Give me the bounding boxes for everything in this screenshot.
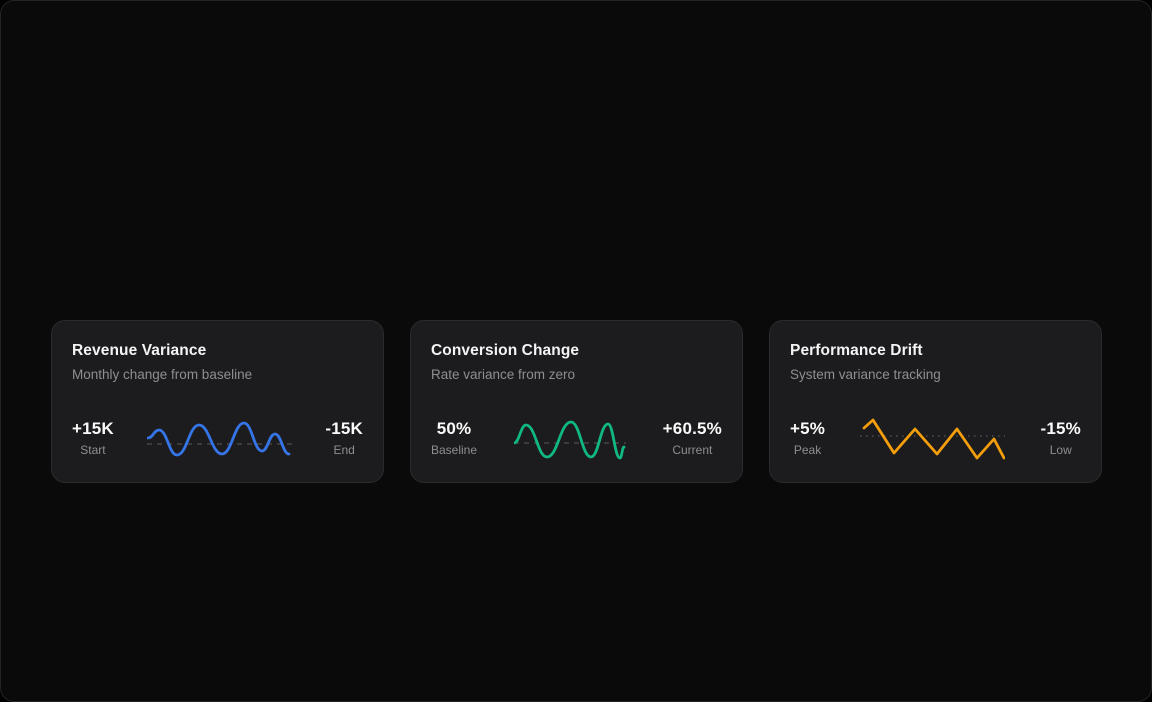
sparkline-container <box>835 416 1030 460</box>
card-subtitle: System variance tracking <box>790 366 941 382</box>
stat-label-peak: Peak <box>793 443 822 457</box>
right-stat: +60.5% Current <box>663 419 722 458</box>
stat-value-baseline: 50% <box>436 418 472 438</box>
stat-label-low: Low <box>1049 443 1072 457</box>
revenue-sparkline-chart <box>147 421 293 457</box>
stats-card-row: Revenue Variance Monthly change from bas… <box>51 320 1102 483</box>
card-title: Revenue Variance <box>72 342 207 359</box>
stat-row: 50% Baseline +60.5% Current <box>431 416 722 460</box>
sparkline-container <box>124 416 315 460</box>
stat-value-start: +15K <box>72 418 114 438</box>
stat-label-end: End <box>333 443 355 457</box>
stat-row: +15K Start -15K End <box>72 416 363 460</box>
stat-label-start: Start <box>80 443 106 457</box>
performance-sparkline-chart <box>860 418 1006 460</box>
card-title: Performance Drift <box>790 342 923 359</box>
left-stat: +5% Peak <box>790 419 825 458</box>
stat-card-conversion-change: Conversion Change Rate variance from zer… <box>410 320 743 483</box>
stat-label-baseline: Baseline <box>431 443 478 457</box>
left-stat: 50% Baseline <box>431 419 477 458</box>
card-title: Conversion Change <box>431 342 580 359</box>
right-stat: -15% Low <box>1041 419 1082 458</box>
conversion-sparkline-chart <box>513 420 626 460</box>
left-stat: +15K Start <box>72 419 114 458</box>
stat-value-low: -15% <box>1040 418 1081 438</box>
stat-value-peak: +5% <box>790 418 826 438</box>
stat-value-current: +60.5% <box>662 418 722 438</box>
stat-value-end: -15K <box>325 418 363 438</box>
card-subtitle: Monthly change from baseline <box>72 366 253 382</box>
stat-row: +5% Peak -15% Low <box>790 416 1081 460</box>
stat-card-performance-drift: Performance Drift System variance tracki… <box>769 320 1102 483</box>
stat-label-current: Current <box>672 443 713 457</box>
card-subtitle: Rate variance from zero <box>431 366 576 382</box>
sparkline-container <box>487 416 653 460</box>
right-stat: -15K End <box>325 419 363 458</box>
stat-card-revenue-variance: Revenue Variance Monthly change from bas… <box>51 320 384 483</box>
